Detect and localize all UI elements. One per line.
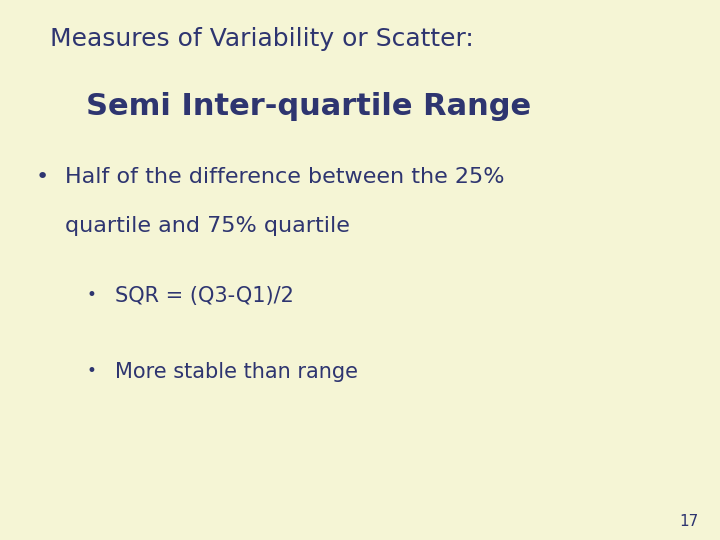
Text: •: • <box>36 167 49 187</box>
Text: •: • <box>86 286 96 304</box>
Text: 17: 17 <box>679 514 698 529</box>
Text: SQR = (Q3-Q1)/2: SQR = (Q3-Q1)/2 <box>115 286 294 306</box>
Text: Measures of Variability or Scatter:: Measures of Variability or Scatter: <box>50 27 474 51</box>
Text: •: • <box>86 362 96 380</box>
Text: Half of the difference between the 25%: Half of the difference between the 25% <box>65 167 504 187</box>
Text: Semi Inter-quartile Range: Semi Inter-quartile Range <box>86 92 531 121</box>
Text: quartile and 75% quartile: quartile and 75% quartile <box>65 216 350 236</box>
Text: More stable than range: More stable than range <box>115 362 359 382</box>
